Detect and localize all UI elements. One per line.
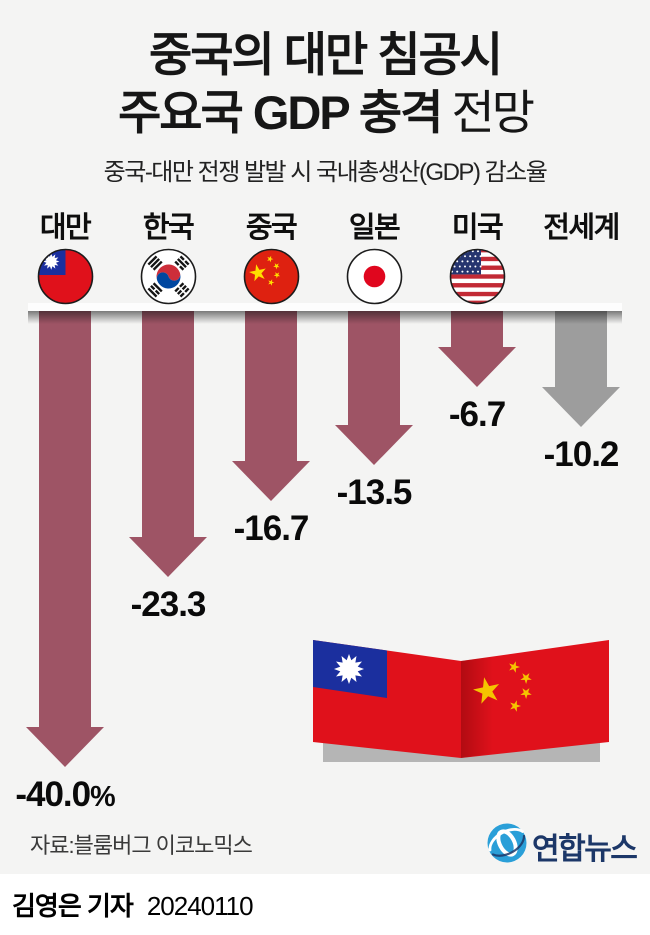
- gdp-value-label-2: -23.3: [130, 584, 207, 624]
- country-label-2: 한국: [142, 212, 195, 244]
- gdp-drop-arrow-shaft-1: [39, 311, 91, 727]
- gdp-drop-arrow-head-5: [438, 347, 516, 388]
- south-korea-flag-icon: [140, 248, 197, 305]
- source-credit: 자료:블룸버그 이코노믹스: [30, 833, 253, 858]
- gdp-drop-arrow-head-1: [26, 727, 104, 767]
- gdp-value-label-5: -6.7: [448, 395, 506, 435]
- article-date: 20240110: [146, 891, 254, 921]
- gdp-drop-arrow-head-2: [129, 536, 207, 577]
- chart-baseline: [28, 303, 622, 311]
- subtitle: 중국-대만 전쟁 발발 시 국내총생산(GDP) 감소율: [103, 159, 548, 186]
- byline: 김영은 기자 20240110: [12, 886, 254, 923]
- main-title-line1: 중국의 대만 침공시: [148, 28, 503, 81]
- yonhap-news-logo: 연합뉴스: [486, 822, 638, 869]
- main-title-line2-light: 전망: [441, 86, 534, 139]
- gdp-value-label-4: -13.5: [336, 472, 413, 512]
- taiwan-china-folded-flags-image: [313, 633, 611, 768]
- united-states-flag-icon: [449, 248, 506, 305]
- country-label-5: 미국: [451, 212, 504, 244]
- yonhap-globe-icon: [486, 822, 528, 869]
- reporter-name: 김영은 기자: [12, 891, 134, 921]
- gdp-value-label-1: -40.0%: [15, 775, 115, 814]
- gdp-drop-arrow-shaft-2: [142, 311, 194, 537]
- gdp-drop-arrow-head-3: [232, 461, 310, 502]
- gdp-drop-arrow-head-4: [335, 424, 413, 465]
- main-title-line2: 주요국 GDP 충격 전망: [0, 84, 650, 142]
- gdp-value-label-3: -16.7: [233, 509, 310, 549]
- footer-strip: [0, 874, 650, 935]
- main-title-line2-strong: 주요국 GDP 충격: [118, 86, 443, 139]
- gdp-drop-arrow-shaft-4: [348, 311, 400, 425]
- gdp-drop-arrow-shaft-3: [245, 311, 297, 462]
- japan-flag-icon: [346, 248, 403, 305]
- chart-baseline-shadow: [28, 311, 622, 324]
- yonhap-logo-text: 연합뉴스: [532, 832, 638, 866]
- country-label-4: 일본: [348, 212, 401, 244]
- gdp-value-label-6: -10.2: [543, 435, 620, 475]
- country-label-1: 대만: [39, 212, 92, 244]
- country-label-6: 전세계: [543, 212, 620, 244]
- gdp-drop-arrow-head-6: [542, 387, 620, 428]
- country-label-3: 중국: [245, 212, 298, 244]
- china-flag-icon: [243, 248, 300, 305]
- taiwan-flag-icon: [37, 248, 94, 305]
